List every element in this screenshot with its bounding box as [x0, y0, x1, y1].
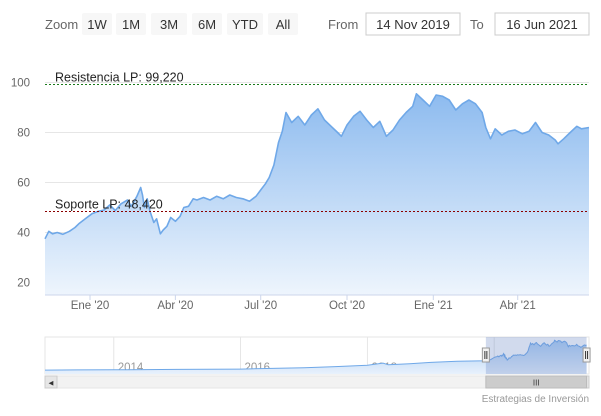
resistance-label: Resistencia LP: 99,220: [55, 70, 184, 84]
x-tick-label: Ene '21: [414, 300, 453, 312]
range-button-1m[interactable]: 1M: [116, 13, 146, 35]
reference-lines: Resistencia LP: 99,220 Soporte LP: 48,420: [45, 70, 589, 212]
series-layer: [44, 93, 590, 295]
y-tick-label: 40: [17, 228, 30, 240]
y-tick-label: 80: [17, 128, 30, 140]
series-area: [45, 93, 589, 295]
scroll-left-button[interactable]: ◄: [44, 375, 58, 389]
navigator-series-area: [45, 340, 587, 374]
arrow-left-icon: ◄: [47, 379, 55, 388]
x-tick-label: Abr '21: [500, 300, 536, 312]
x-axis-labels: Ene '20 Abr '20 Jul '20 Oct '20 Ene '21 Abr '…: [71, 295, 536, 312]
range-button-label: All: [276, 17, 291, 32]
navigator-mask[interactable]: [485, 337, 587, 374]
x-tick-label: Abr '20: [157, 300, 193, 312]
range-button-label: YTD: [232, 17, 258, 32]
x-tick-label: Jul '20: [244, 300, 277, 312]
y-tick-label: 60: [17, 178, 30, 190]
credits: Estrategias de Inversión: [482, 394, 589, 405]
x-tick-label: Oct '20: [329, 300, 365, 312]
to-label: To: [470, 17, 484, 32]
range-button-1w[interactable]: 1W: [82, 13, 112, 35]
range-button-label: 1M: [122, 17, 140, 32]
y-axis-labels: 20 40 60 80 100: [11, 78, 30, 290]
x-tick-label: Ene '20: [71, 300, 110, 312]
grip-icon: III: [533, 379, 540, 388]
navigator[interactable]: 2014201620182020: [44, 336, 591, 375]
range-button-label: 1W: [87, 17, 107, 32]
zoom-label: Zoom: [45, 17, 78, 32]
range-button-all[interactable]: All: [268, 13, 298, 35]
range-button-label: 6M: [198, 17, 216, 32]
scrollbar[interactable]: ◄►III: [44, 375, 590, 389]
navigator-handle-left[interactable]: [481, 347, 490, 363]
from-label: From: [328, 17, 358, 32]
to-date-value: 16 Jun 2021: [506, 17, 578, 32]
from-date-input[interactable]: 14 Nov 2019: [365, 12, 461, 36]
range-button-ytd[interactable]: YTD: [227, 13, 263, 35]
range-selector: Zoom 1W 1M 3M 6M YTD All From 14 Nov 2019 To …: [45, 12, 590, 36]
support-label: Soporte LP: 48,420: [55, 197, 163, 211]
range-button-label: 3M: [160, 17, 178, 32]
navigator-handle-right[interactable]: [582, 347, 591, 363]
range-button-6m[interactable]: 6M: [192, 13, 222, 35]
y-tick-label: 20: [17, 278, 30, 290]
to-date-input[interactable]: 16 Jun 2021: [494, 12, 590, 36]
from-date-value: 14 Nov 2019: [376, 17, 450, 32]
scrollbar-thumb[interactable]: III: [485, 375, 588, 389]
y-tick-label: 100: [11, 78, 30, 90]
series-line[interactable]: [44, 93, 590, 240]
range-button-3m[interactable]: 3M: [151, 13, 187, 35]
